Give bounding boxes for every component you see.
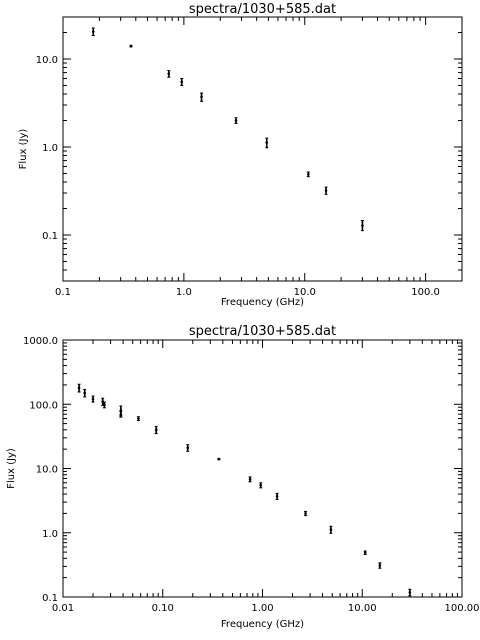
data-point	[360, 220, 364, 232]
data-marker	[154, 428, 158, 432]
plot-frame	[62, 16, 463, 282]
data-marker	[304, 512, 307, 515]
y-tick-label: 0.1	[42, 593, 58, 604]
data-marker	[83, 391, 86, 395]
data-marker	[234, 119, 238, 122]
x-tick-label: 0.01	[52, 603, 74, 614]
x-tick-label: 100.00	[445, 603, 480, 614]
x-tick-label: 0.10	[152, 603, 174, 614]
plot-frame	[62, 339, 463, 598]
chart-title: spectra/1030+585.dat	[189, 324, 336, 339]
data-point	[91, 395, 95, 403]
data-marker	[324, 189, 328, 192]
y-tick-label: 10.0	[36, 465, 58, 476]
data-point	[129, 44, 133, 48]
lower-spectrum-chart: spectra/1030+585.dat Frequency (GHz) Flux …	[6, 324, 480, 630]
y-tick-label: 0.1	[42, 231, 58, 242]
data-point	[102, 401, 106, 409]
data-point	[217, 457, 221, 461]
data-point	[83, 388, 87, 398]
data-point	[324, 186, 328, 195]
data-point	[248, 476, 252, 483]
data-marker	[103, 403, 106, 407]
data-marker	[408, 591, 412, 594]
data-marker	[186, 446, 190, 450]
data-marker	[91, 397, 95, 401]
y-tick-label: 1000.0	[23, 336, 58, 347]
data-marker	[119, 412, 123, 416]
data-point	[234, 117, 238, 124]
y-axis-label: Flux (Jy)	[6, 448, 17, 489]
data-marker	[306, 172, 310, 176]
data-point	[306, 171, 310, 178]
chart-title: spectra/1030+585.dat	[189, 2, 336, 17]
data-point	[136, 416, 140, 421]
y-tick-label: 100.0	[29, 400, 58, 411]
upper-spectrum-chart: spectra/1030+585.dat Frequency (GHz) Flux …	[18, 2, 463, 308]
x-tick-label: 100.0	[411, 287, 440, 298]
data-marker	[77, 386, 81, 390]
data-point	[167, 69, 171, 78]
data-marker	[91, 30, 95, 33]
data-point	[186, 444, 190, 452]
x-axis-label: Frequency (GHz)	[221, 619, 304, 630]
y-axis-label: Flux (Jy)	[18, 129, 29, 170]
data-point	[275, 492, 279, 500]
data-marker	[129, 44, 133, 48]
x-tick-label: 10.0	[294, 287, 316, 298]
data-marker	[363, 551, 367, 554]
x-tick-label: 10.00	[348, 603, 377, 614]
x-tick-label: 0.1	[55, 287, 71, 298]
x-tick-label: 1.00	[251, 603, 273, 614]
data-point	[378, 562, 382, 569]
data-marker	[361, 224, 364, 227]
data-marker	[137, 417, 140, 420]
data-marker	[265, 141, 269, 144]
data-point	[180, 78, 184, 86]
data-marker	[200, 95, 203, 99]
data-marker	[275, 494, 279, 498]
data-point	[265, 137, 269, 149]
data-point	[363, 550, 367, 555]
data-marker	[378, 564, 382, 567]
y-tick-label: 1.0	[42, 529, 58, 540]
data-point	[329, 525, 333, 534]
data-marker	[248, 477, 252, 481]
data-point	[77, 383, 81, 393]
data-marker	[180, 80, 184, 84]
x-axis-label: Frequency (GHz)	[221, 297, 304, 308]
data-marker	[329, 528, 333, 531]
y-tick-label: 10.0	[36, 55, 58, 66]
x-tick-label: 1.0	[176, 287, 192, 298]
data-marker	[167, 72, 171, 76]
data-point	[408, 588, 412, 597]
data-marker	[259, 483, 263, 487]
data-point	[200, 92, 204, 102]
data-point	[304, 510, 308, 517]
data-point	[119, 411, 123, 418]
data-point	[259, 482, 263, 489]
y-tick-label: 1.0	[42, 143, 58, 154]
data-point	[91, 27, 95, 36]
data-marker	[217, 457, 221, 461]
data-point	[154, 426, 158, 435]
